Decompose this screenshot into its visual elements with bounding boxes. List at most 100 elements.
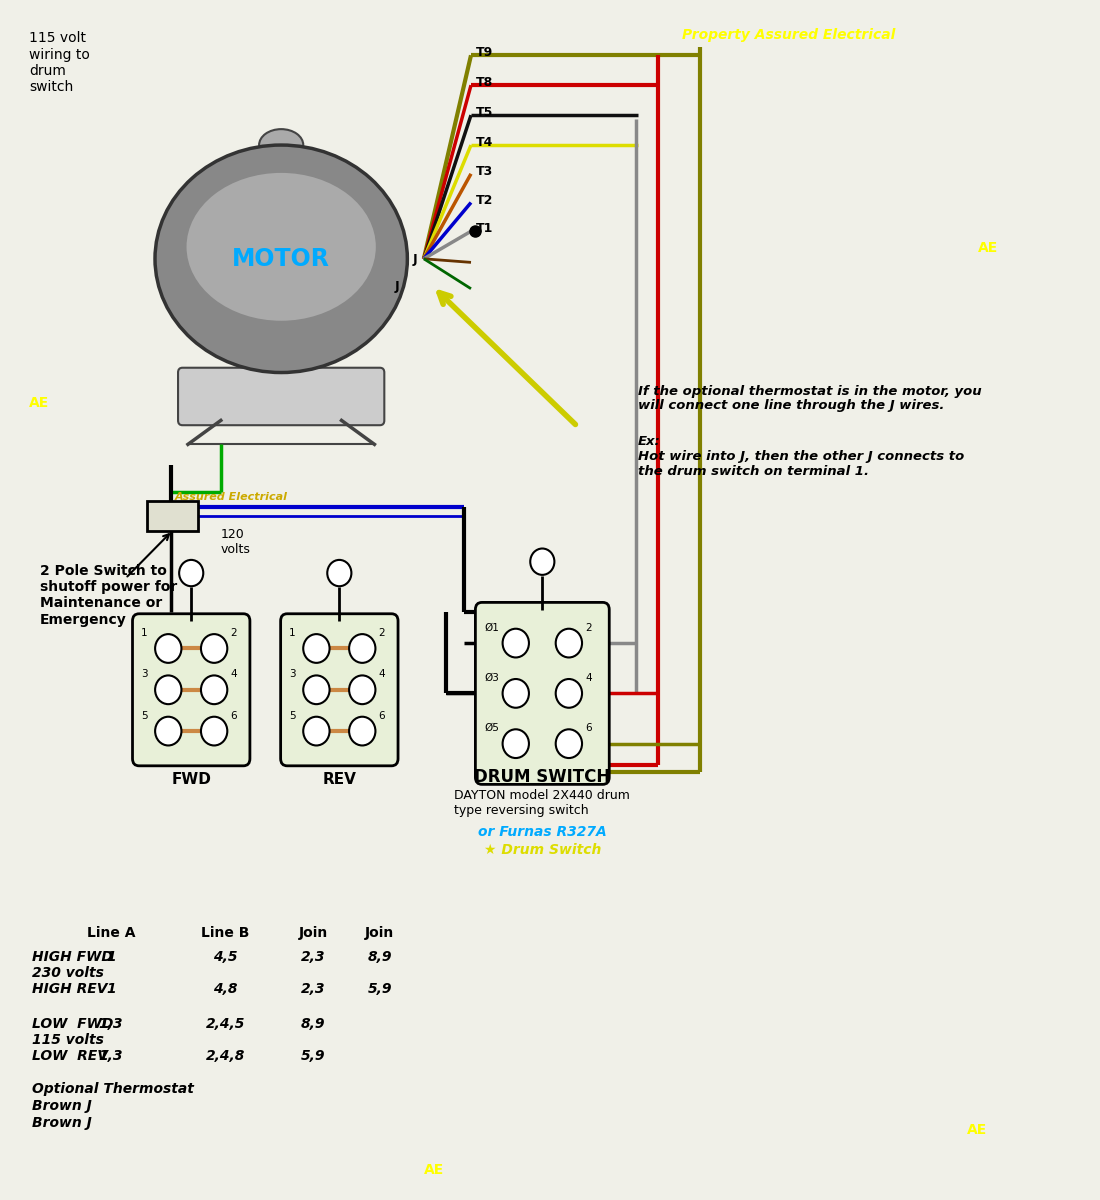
- Circle shape: [201, 676, 228, 704]
- Text: 5,9: 5,9: [367, 982, 393, 996]
- FancyBboxPatch shape: [280, 613, 398, 766]
- Text: AE: AE: [29, 396, 50, 410]
- Bar: [147, 500, 198, 530]
- Text: DRUM SWITCH: DRUM SWITCH: [474, 768, 610, 786]
- Text: or Furnas R327A: or Furnas R327A: [477, 826, 607, 839]
- Text: Ø5: Ø5: [484, 724, 499, 733]
- Text: MOTOR: MOTOR: [232, 247, 330, 271]
- Text: 1,3: 1,3: [99, 1049, 123, 1063]
- Text: 1,3: 1,3: [99, 1016, 123, 1031]
- Text: T9: T9: [475, 47, 493, 59]
- Text: T2: T2: [475, 193, 493, 206]
- Text: 2: 2: [378, 628, 385, 638]
- Text: Join: Join: [298, 925, 328, 940]
- FancyBboxPatch shape: [475, 602, 609, 785]
- Text: If the optional thermostat is in the motor, you
will connect one line through th: If the optional thermostat is in the mot…: [638, 384, 981, 413]
- Text: 1: 1: [107, 949, 116, 964]
- Circle shape: [304, 716, 330, 745]
- Text: 6: 6: [378, 710, 385, 720]
- Text: FWD: FWD: [172, 773, 211, 787]
- Circle shape: [556, 730, 582, 758]
- Text: 1: 1: [289, 628, 296, 638]
- Text: HIGH REV: HIGH REV: [32, 982, 108, 996]
- Circle shape: [556, 629, 582, 658]
- Text: 6: 6: [231, 710, 238, 720]
- Text: 5: 5: [289, 710, 296, 720]
- Text: Brown J: Brown J: [32, 1099, 92, 1114]
- Circle shape: [304, 634, 330, 662]
- Circle shape: [349, 634, 375, 662]
- Circle shape: [503, 730, 529, 758]
- Text: AE: AE: [978, 241, 998, 254]
- Text: LOW  FWD: LOW FWD: [32, 1016, 113, 1031]
- Text: 1: 1: [141, 628, 147, 638]
- Text: 2,4,5: 2,4,5: [206, 1016, 245, 1031]
- Circle shape: [179, 560, 204, 587]
- Ellipse shape: [260, 130, 304, 161]
- Text: T4: T4: [475, 136, 493, 149]
- Text: ★ Drum Switch: ★ Drum Switch: [484, 844, 601, 857]
- Text: 2,3: 2,3: [300, 949, 326, 964]
- Text: 8,9: 8,9: [300, 1016, 326, 1031]
- Text: Line B: Line B: [201, 925, 250, 940]
- Text: 8,9: 8,9: [367, 949, 393, 964]
- Text: 5,9: 5,9: [300, 1049, 326, 1063]
- Text: 1: 1: [107, 982, 116, 996]
- Text: T5: T5: [475, 107, 493, 119]
- Text: 2: 2: [585, 623, 592, 632]
- Text: Line A: Line A: [87, 925, 135, 940]
- FancyBboxPatch shape: [178, 367, 384, 425]
- Text: Property Assured Electrical: Property Assured Electrical: [682, 28, 895, 42]
- FancyBboxPatch shape: [132, 613, 250, 766]
- Text: Assured Electrical: Assured Electrical: [175, 492, 288, 503]
- Text: 4,5: 4,5: [213, 949, 238, 964]
- Text: AE: AE: [967, 1123, 987, 1138]
- Text: 230 volts: 230 volts: [32, 966, 105, 980]
- Text: LOW  REV: LOW REV: [32, 1049, 108, 1063]
- Text: 5: 5: [141, 710, 147, 720]
- Circle shape: [155, 716, 182, 745]
- Text: Ø3: Ø3: [484, 673, 499, 683]
- Circle shape: [201, 634, 228, 662]
- Text: REV: REV: [322, 773, 356, 787]
- Text: Ex:
Hot wire into J, then the other J connects to
the drum switch on terminal 1.: Ex: Hot wire into J, then the other J co…: [638, 434, 964, 478]
- Circle shape: [201, 716, 228, 745]
- Text: 3: 3: [289, 670, 296, 679]
- Text: 4,8: 4,8: [213, 982, 238, 996]
- Text: 2,3: 2,3: [300, 982, 326, 996]
- Circle shape: [503, 679, 529, 708]
- Text: T1: T1: [475, 222, 493, 235]
- Circle shape: [155, 676, 182, 704]
- Text: Ø1: Ø1: [484, 623, 499, 632]
- Text: J: J: [412, 253, 418, 266]
- Text: J: J: [394, 280, 399, 293]
- Circle shape: [349, 716, 375, 745]
- Circle shape: [503, 629, 529, 658]
- Circle shape: [530, 548, 554, 575]
- Ellipse shape: [155, 145, 407, 372]
- Text: 3: 3: [141, 670, 147, 679]
- Text: T3: T3: [475, 164, 493, 178]
- Circle shape: [328, 560, 351, 587]
- Text: Join: Join: [365, 925, 395, 940]
- Text: 4: 4: [585, 673, 592, 683]
- Text: T8: T8: [475, 77, 493, 89]
- Circle shape: [349, 676, 375, 704]
- Text: Optional Thermostat: Optional Thermostat: [32, 1082, 194, 1097]
- Text: 4: 4: [378, 670, 385, 679]
- Text: DAYTON model 2X440 drum
type reversing switch: DAYTON model 2X440 drum type reversing s…: [454, 790, 630, 817]
- Circle shape: [556, 679, 582, 708]
- Text: 2: 2: [231, 628, 238, 638]
- Circle shape: [304, 676, 330, 704]
- Text: HIGH FWD: HIGH FWD: [32, 949, 113, 964]
- Text: 120
volts: 120 volts: [221, 528, 251, 556]
- Text: 6: 6: [585, 724, 592, 733]
- Text: AE: AE: [424, 1163, 444, 1177]
- Circle shape: [155, 634, 182, 662]
- Text: 2 Pole Switch to
shutoff power for
Maintenance or
Emergency: 2 Pole Switch to shutoff power for Maint…: [40, 564, 177, 626]
- Text: 2,4,8: 2,4,8: [206, 1049, 245, 1063]
- Text: Brown J: Brown J: [32, 1116, 92, 1130]
- Ellipse shape: [187, 173, 376, 320]
- Text: 115 volts: 115 volts: [32, 1033, 105, 1048]
- Text: 4: 4: [231, 670, 238, 679]
